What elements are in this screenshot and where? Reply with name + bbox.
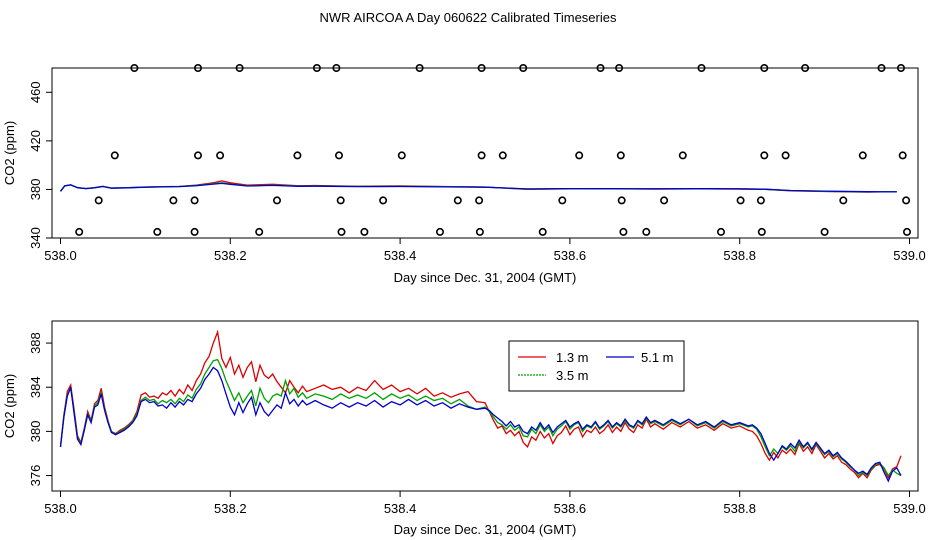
top-ytick-label: 380 [28,179,43,201]
calibration-point [617,196,626,205]
bottom-ytick-label: 380 [28,421,43,443]
bottom-chart-frame [51,320,919,492]
calibration-point [558,196,567,205]
bottom-chart-ylabel: CO2 (ppm) [2,374,17,438]
bottom-chart-xlabel: Day since Dec. 31, 2004 (GMT) [394,522,577,537]
calibration-point [293,151,302,160]
calibration-point [475,227,484,236]
bottom-xtick-label: 539.0 [893,501,926,516]
top-xtick-label: 538.2 [214,248,247,263]
legend-label-1-3m: 1.3 m [556,350,589,365]
calibration-point [194,151,203,160]
calibration-point [272,196,281,205]
calibration-point [477,64,486,73]
calibration-point [334,151,343,160]
calibration-point [801,64,810,73]
calibration-point [453,196,462,205]
bottom-xtick-label: 538.2 [214,501,247,516]
calibration-point [898,151,907,160]
bottom-xtick-label: 538.6 [554,501,587,516]
calibration-point [902,227,911,236]
calibration-point [757,227,766,236]
calibration-point [616,151,625,160]
calibration-point [435,227,444,236]
top-xtick-label: 538.4 [384,248,417,263]
top-xtick-label: 538.0 [44,248,77,263]
calibration-point [615,64,624,73]
calibration-point [660,196,669,205]
calibration-point [781,151,790,160]
calibration-point [896,64,905,73]
calibration-point [169,196,178,205]
calibration-point [216,151,225,160]
calibration-point [312,64,321,73]
calibration-point [716,227,725,236]
calibration-point [678,151,687,160]
calibration-point [110,151,119,160]
calibration-point [190,227,199,236]
calibration-point [902,196,911,205]
calibration-point [820,227,829,236]
bottom-ytick-label: 388 [28,332,43,354]
bottom-ytick-label: 384 [28,376,43,398]
calibration-point [397,151,406,160]
calibration-point [360,227,369,236]
top-chart: 538.0 538.2 538.4 538.6 538.8 539.0 340 380 420… [2,64,926,285]
calibration-point [475,196,484,205]
calibration-point [839,196,848,205]
bottom-xtick-label: 538.4 [384,501,417,516]
calibration-point [575,151,584,160]
calibration-point [194,64,203,73]
calibration-point [642,227,651,236]
calibration-point [596,64,605,73]
top-ytick-label: 340 [28,227,43,249]
calibration-point [858,151,867,160]
bottom-chart: 538.0 538.2 538.4 538.6 538.8 539.0 376 380 384… [2,320,926,537]
calibration-point [75,227,84,236]
top-series-5-1m [59,182,897,193]
calibration-point [697,64,706,73]
top-xtick-label: 538.6 [554,248,587,263]
calibration-point [498,151,507,160]
top-ytick-label: 420 [28,130,43,152]
legend-label-3-5m: 3.5 m [556,368,589,383]
bottom-ytick-label: 376 [28,465,43,487]
calibration-point [756,196,765,205]
calibration-point [337,227,346,236]
calibration-point [415,64,424,73]
calibration-point [153,227,162,236]
legend: 1.3 m 5.1 m 3.5 m [508,340,685,392]
calibration-point [619,227,628,236]
figure-title: NWR AIRCOA A Day 060622 Calibrated Times… [320,10,617,25]
bottom-series-5-1m [59,366,902,483]
calibration-point [477,151,486,160]
calibration-point [538,227,547,236]
bottom-xtick-label: 538.0 [44,501,77,516]
legend-label-5-1m: 5.1 m [641,350,674,365]
calibration-point [379,196,388,205]
top-chart-xlabel: Day since Dec. 31, 2004 (GMT) [394,270,577,285]
top-xtick-label: 538.8 [723,248,756,263]
calibration-point [760,151,769,160]
bottom-xtick-label: 538.8 [723,501,756,516]
calibration-point [736,196,745,205]
calibration-point [130,64,139,73]
calibration-point [760,64,769,73]
calibration-point [235,64,244,73]
calibration-point [190,196,199,205]
calibration-point [519,64,528,73]
top-xtick-label: 539.0 [893,248,926,263]
bottom-series-1-3m [59,329,902,480]
legend-box [508,340,685,392]
calibration-point [255,227,264,236]
calibration-point [332,64,341,73]
top-ytick-label: 460 [28,81,43,103]
calibration-point [94,196,103,205]
top-chart-ylabel: CO2 (ppm) [2,121,17,185]
calibration-point [336,196,345,205]
calibration-point [877,64,886,73]
